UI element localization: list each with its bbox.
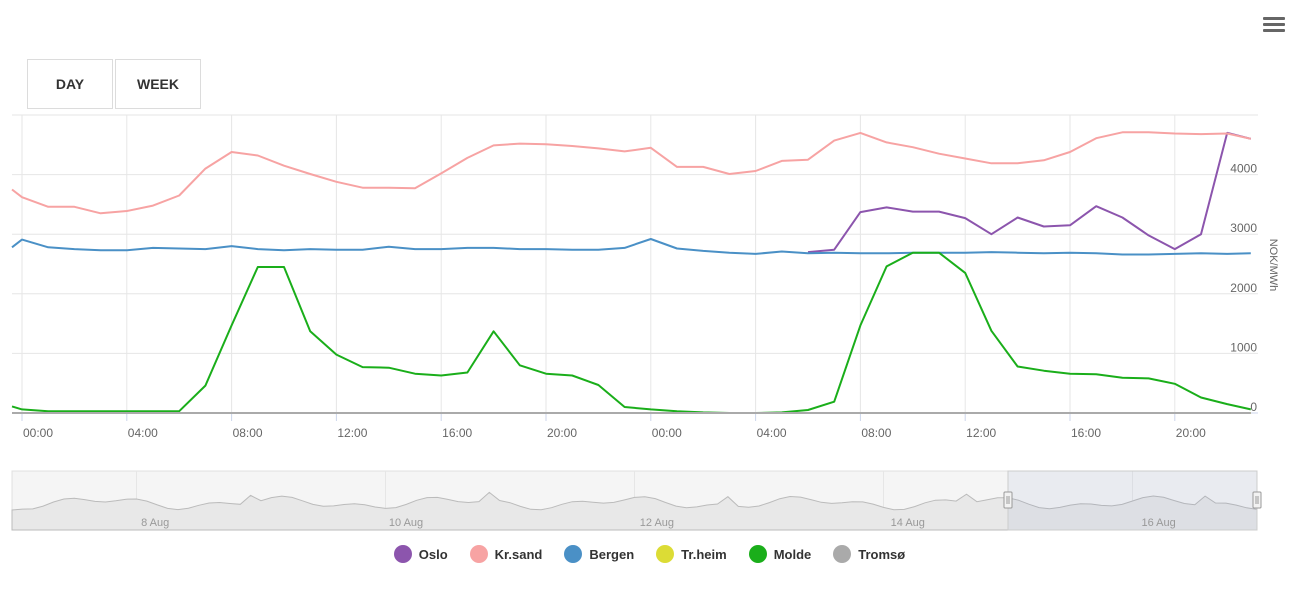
navigator-date-label: 14 Aug <box>891 517 925 529</box>
legend-item-bergen[interactable]: Bergen <box>564 545 634 563</box>
series-line-molde <box>11 251 1252 414</box>
x-tick-label: 20:00 <box>547 426 577 440</box>
x-tick-label: 20:00 <box>1176 426 1206 440</box>
legend-item-tr-heim[interactable]: Tr.heim <box>656 545 727 563</box>
legend-item-oslo[interactable]: Oslo <box>393 545 448 563</box>
x-tick-label: 04:00 <box>757 426 787 440</box>
x-axis-ticks: 00:00 04:00 08:00 12:00 16:00 20:00 00:00 04:00… <box>23 426 1206 440</box>
navigator: 8 Aug 10 Aug 12 Aug 14 Aug 16 Aug <box>11 470 1262 531</box>
legend-item-molde[interactable]: Molde <box>748 545 812 563</box>
series-line-oslo <box>807 131 1252 254</box>
x-tick-label: 08:00 <box>233 426 263 440</box>
navigator-date-label: 16 Aug <box>1142 517 1176 529</box>
series-line-bergen <box>11 238 1251 256</box>
legend-label: Kr.sand <box>494 546 543 562</box>
legend-marker-icon <box>393 545 412 563</box>
y-tick-label: 4000 <box>1230 162 1257 176</box>
y-axis-label: NOK/MWh <box>1267 239 1279 292</box>
x-tick-label: 12:00 <box>337 426 367 440</box>
x-tick-label: 00:00 <box>652 426 682 440</box>
x-tick-label: 04:00 <box>128 426 158 440</box>
navigator-date-label: 12 Aug <box>640 517 674 529</box>
day-button[interactable]: DAY <box>27 59 113 109</box>
legend-label: Tromsø <box>858 546 906 562</box>
legend-marker-icon <box>469 545 488 563</box>
y-axis-ticks: 0 1000 2000 3000 4000 <box>1230 162 1257 414</box>
y-tick-label: 2000 <box>1230 281 1257 295</box>
legend-label: Oslo <box>418 546 448 562</box>
navigator-date-label: 10 Aug <box>389 517 423 529</box>
x-tick-label: 16:00 <box>1071 426 1101 440</box>
navigator-right-handle[interactable] <box>1252 491 1262 509</box>
legend-marker-icon <box>656 545 675 563</box>
legend-label: Tr.heim <box>681 546 727 562</box>
hamburger-menu-icon[interactable] <box>1263 17 1285 37</box>
legend-item-troms-[interactable]: Tromsø <box>833 545 905 563</box>
y-tick-label: 0 <box>1250 400 1257 414</box>
series-line-kr-sand <box>11 131 1252 215</box>
legend-marker-icon <box>833 545 852 563</box>
legend-marker-icon <box>748 545 767 563</box>
legend-label: Bergen <box>589 546 635 562</box>
navigator-date-label: 8 Aug <box>141 517 169 529</box>
navigator-overview-series <box>11 491 1258 531</box>
legend-marker-icon <box>564 545 583 563</box>
legend-item-kr-sand[interactable]: Kr.sand <box>469 545 543 563</box>
y-tick-label: 1000 <box>1230 340 1257 354</box>
navigator-selection <box>1007 470 1258 531</box>
grid-lines <box>12 114 1258 421</box>
week-button[interactable]: WEEK <box>115 59 201 109</box>
x-tick-label: 08:00 <box>861 426 891 440</box>
legend: Oslo Kr.sand Bergen Tr.heim Molde Tromsø <box>0 545 1299 563</box>
price-chart: 0 1000 2000 3000 4000 NOK/MWh 00:00 04:00 08:0… <box>11 114 1279 531</box>
legend-label: Molde <box>773 546 812 562</box>
navigator-left-handle[interactable] <box>1003 491 1013 509</box>
x-tick-label: 16:00 <box>442 426 472 440</box>
x-tick-label: 00:00 <box>23 426 53 440</box>
y-tick-label: 3000 <box>1230 221 1257 235</box>
series-lines <box>11 131 1252 414</box>
x-tick-label: 12:00 <box>966 426 996 440</box>
range-selector: DAY WEEK <box>27 59 203 109</box>
